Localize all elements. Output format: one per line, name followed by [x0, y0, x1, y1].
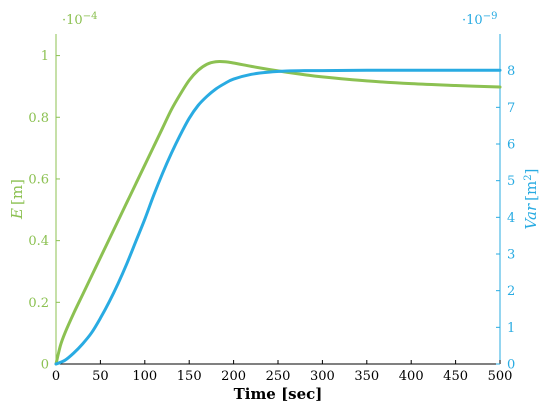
right-tick-label: 8 — [507, 64, 515, 79]
series-line-e — [54, 60, 502, 366]
left-tick-label: 0.8 — [28, 111, 49, 126]
x-tick-label: 300 — [310, 369, 335, 384]
right-tick-label: 4 — [507, 211, 515, 226]
x-tick-label: 450 — [443, 369, 468, 384]
left-tick-label: 1 — [41, 49, 49, 64]
x-tick-label: 500 — [488, 369, 513, 384]
right-tick-label: 3 — [507, 248, 515, 263]
series-layer — [54, 60, 502, 366]
right-tick-label: 5 — [507, 174, 515, 189]
axes — [55, 34, 501, 365]
x-tick-label: 200 — [221, 369, 246, 384]
right-tick-label: 2 — [507, 284, 515, 299]
right-tick-label: 6 — [507, 138, 515, 153]
x-tick-label: 150 — [177, 369, 202, 384]
x-tick-label: 100 — [132, 369, 157, 384]
right-tick-label: 0 — [507, 358, 515, 373]
x-tick-label: 350 — [354, 369, 379, 384]
left-tick-label: 0 — [41, 358, 49, 373]
x-tick-label: 400 — [399, 369, 424, 384]
right-axis-multiplier: ·10−9 — [462, 11, 497, 28]
axis-labels: 0 50 100 150 200 250 300 350 400 450 50000.20.40.6… — [8, 11, 540, 403]
x-axis-label: Time [sec] — [234, 385, 323, 403]
right-tick-label: 7 — [507, 101, 515, 116]
x-tick-label: 50 — [92, 369, 109, 384]
series-line-var — [54, 68, 502, 366]
x-tick-label: 0 — [52, 369, 60, 384]
left-tick-label: 0.4 — [28, 234, 49, 249]
left-axis-multiplier: ·10−4 — [62, 11, 97, 28]
x-tick-label: 250 — [266, 369, 291, 384]
left-tick-label: 0.2 — [28, 296, 49, 311]
right-y-axis-label: Var[m2] — [522, 169, 540, 230]
right-tick-label: 1 — [507, 321, 515, 336]
left-tick-label: 0.6 — [28, 172, 49, 187]
left-y-axis-label: E[m] — [8, 179, 26, 220]
